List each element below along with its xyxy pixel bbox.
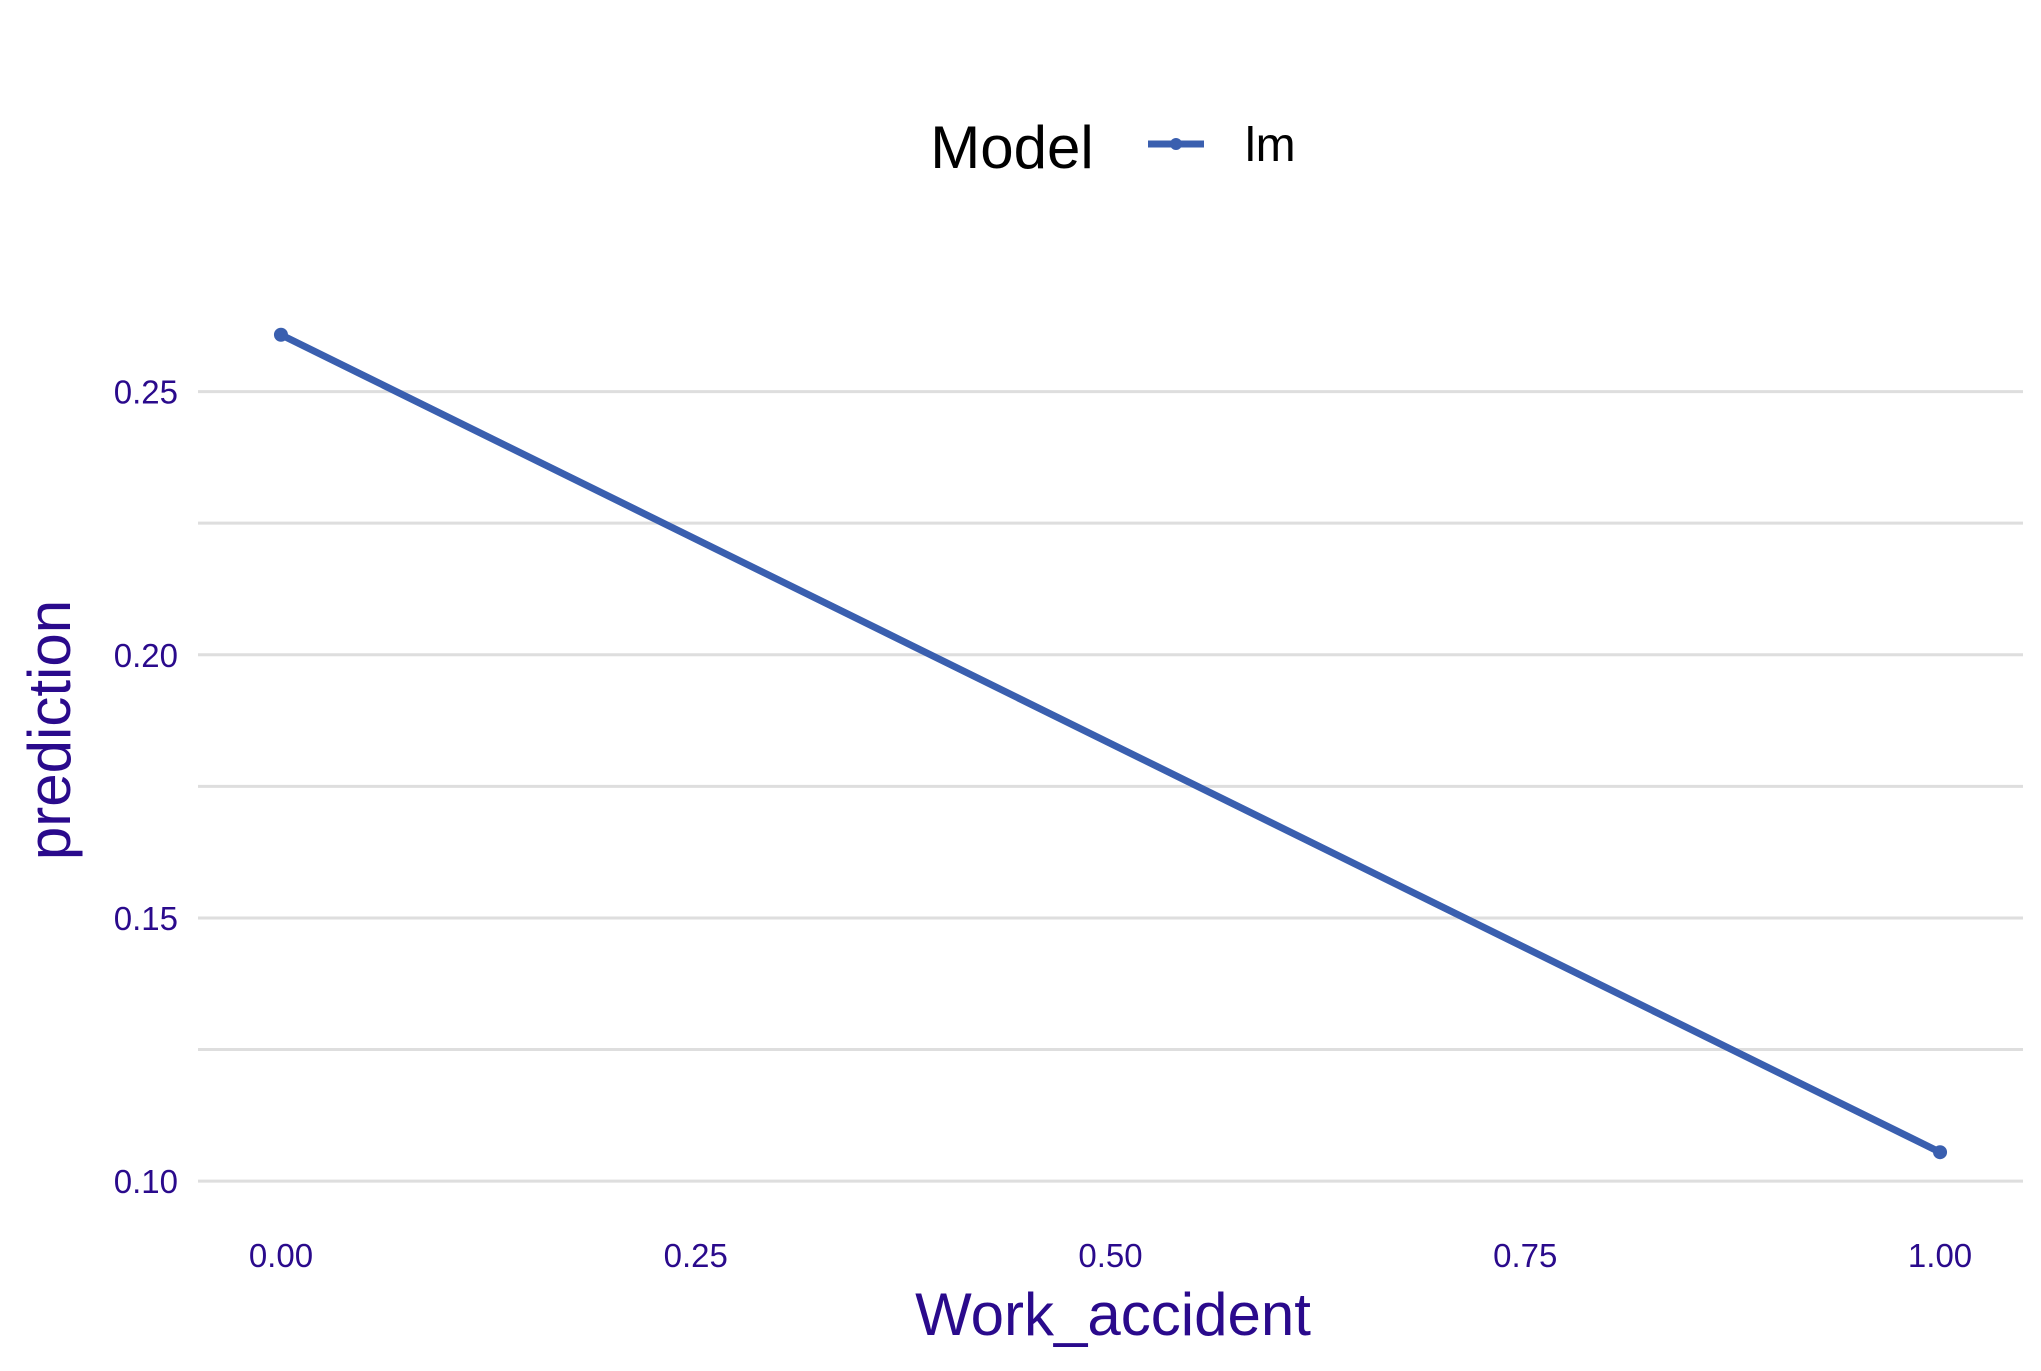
y-tick-label: 0.25 bbox=[114, 374, 178, 411]
data-point-lm bbox=[1933, 1145, 1948, 1160]
legend-key-point bbox=[1170, 138, 1182, 150]
x-tick-labels: 0.00 0.25 0.50 0.75 1.00 bbox=[249, 1237, 1972, 1274]
data-point-lm bbox=[273, 327, 288, 342]
legend-entry-lm: lm bbox=[1245, 119, 1296, 172]
y-tick-label: 0.15 bbox=[114, 900, 178, 937]
x-tick-label: 0.25 bbox=[664, 1237, 728, 1274]
x-tick-label: 1.00 bbox=[1908, 1237, 1972, 1274]
x-tick-label: 0.50 bbox=[1078, 1237, 1142, 1274]
x-axis-title: Work_accident bbox=[915, 1281, 1311, 1348]
y-tick-labels: 0.10 0.15 0.20 0.25 bbox=[114, 374, 178, 1201]
x-tick-label: 0.00 bbox=[249, 1237, 313, 1274]
x-tick-label: 0.75 bbox=[1493, 1237, 1557, 1274]
legend: Model lm bbox=[930, 114, 1295, 181]
series-line-lm bbox=[279, 331, 1942, 1156]
y-tick-label: 0.10 bbox=[114, 1163, 178, 1200]
legend-title: Model bbox=[930, 114, 1093, 181]
series-layer bbox=[273, 327, 1948, 1160]
y-axis-title: prediction bbox=[16, 600, 83, 860]
gridlines bbox=[198, 390, 2023, 1183]
y-tick-label: 0.20 bbox=[114, 637, 178, 674]
